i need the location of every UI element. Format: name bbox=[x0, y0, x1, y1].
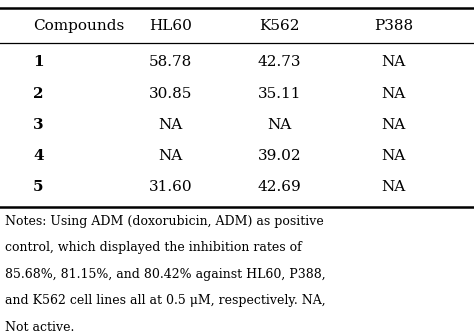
Text: 1: 1 bbox=[33, 56, 44, 70]
Text: NA: NA bbox=[158, 149, 183, 163]
Text: 42.69: 42.69 bbox=[258, 180, 301, 194]
Text: 5: 5 bbox=[33, 180, 44, 194]
Text: NA: NA bbox=[381, 180, 406, 194]
Text: NA: NA bbox=[381, 86, 406, 101]
Text: K562: K562 bbox=[259, 19, 300, 33]
Text: Notes: Using ADM (doxorubicin, ADM) as positive: Notes: Using ADM (doxorubicin, ADM) as p… bbox=[5, 215, 323, 228]
Text: 58.78: 58.78 bbox=[149, 56, 192, 70]
Text: 42.73: 42.73 bbox=[258, 56, 301, 70]
Text: 4: 4 bbox=[33, 149, 44, 163]
Text: and K562 cell lines all at 0.5 μM, respectively. NA,: and K562 cell lines all at 0.5 μM, respe… bbox=[5, 295, 325, 307]
Text: 30.85: 30.85 bbox=[149, 86, 192, 101]
Text: HL60: HL60 bbox=[149, 19, 192, 33]
Text: NA: NA bbox=[381, 118, 406, 132]
Text: NA: NA bbox=[158, 118, 183, 132]
Text: 39.02: 39.02 bbox=[258, 149, 301, 163]
Text: NA: NA bbox=[267, 118, 292, 132]
Text: control, which displayed the inhibition rates of: control, which displayed the inhibition … bbox=[5, 241, 301, 254]
Text: 35.11: 35.11 bbox=[258, 86, 301, 101]
Text: NA: NA bbox=[381, 56, 406, 70]
Text: 2: 2 bbox=[33, 86, 44, 101]
Text: NA: NA bbox=[381, 149, 406, 163]
Text: 31.60: 31.60 bbox=[149, 180, 192, 194]
Text: 85.68%, 81.15%, and 80.42% against HL60, P388,: 85.68%, 81.15%, and 80.42% against HL60,… bbox=[5, 268, 325, 281]
Text: Compounds: Compounds bbox=[33, 19, 125, 33]
Text: 3: 3 bbox=[33, 118, 44, 132]
Text: P388: P388 bbox=[374, 19, 413, 33]
Text: Not active.: Not active. bbox=[5, 321, 74, 331]
